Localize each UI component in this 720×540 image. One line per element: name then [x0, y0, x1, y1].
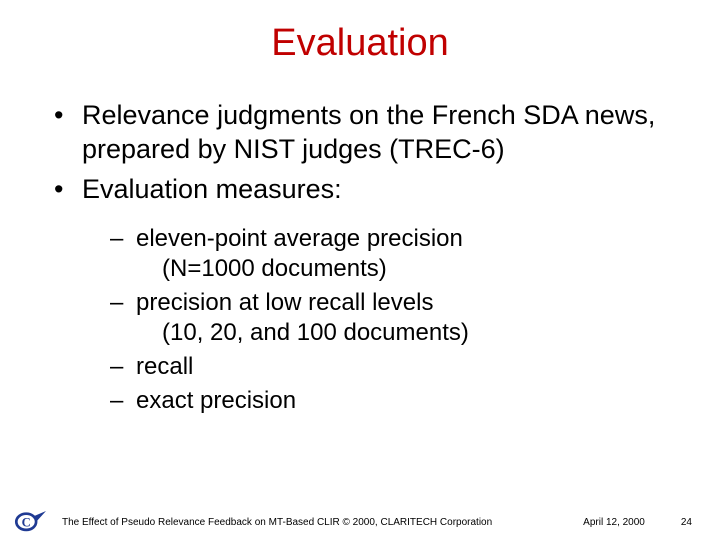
sub-bullet-list: eleven-point average precision (N=1000 d…: [82, 224, 684, 416]
footer-date: April 12, 2000: [583, 517, 645, 528]
slide-footer: The Effect of Pseudo Relevance Feedback …: [0, 517, 720, 528]
sub-bullet-item: precision at low recall levels (10, 20, …: [110, 288, 684, 348]
sub-bullet-line1: exact precision: [136, 387, 296, 414]
footer-page-number: 24: [681, 517, 692, 528]
sub-bullet-item: recall: [110, 352, 684, 382]
bullet-item: Evaluation measures: eleven-point averag…: [54, 173, 684, 417]
slide-title: Evaluation: [36, 22, 684, 65]
sub-bullet-item: exact precision: [110, 386, 684, 416]
slide: Evaluation Relevance judgments on the Fr…: [0, 0, 720, 540]
bullet-text: Evaluation measures:: [82, 174, 342, 204]
footer-text: The Effect of Pseudo Relevance Feedback …: [62, 517, 559, 528]
sub-bullet-line1: eleven-point average precision: [136, 225, 463, 252]
bullet-list: Relevance judgments on the French SDA ne…: [36, 99, 684, 416]
sub-bullet-item: eleven-point average precision (N=1000 d…: [110, 224, 684, 284]
sub-bullet-line2: (10, 20, and 100 documents): [136, 318, 684, 348]
sub-bullet-line2: (N=1000 documents): [136, 254, 684, 284]
bullet-item: Relevance judgments on the French SDA ne…: [54, 99, 684, 167]
sub-bullet-line1: recall: [136, 353, 193, 380]
sub-bullet-line1: precision at low recall levels: [136, 289, 433, 316]
